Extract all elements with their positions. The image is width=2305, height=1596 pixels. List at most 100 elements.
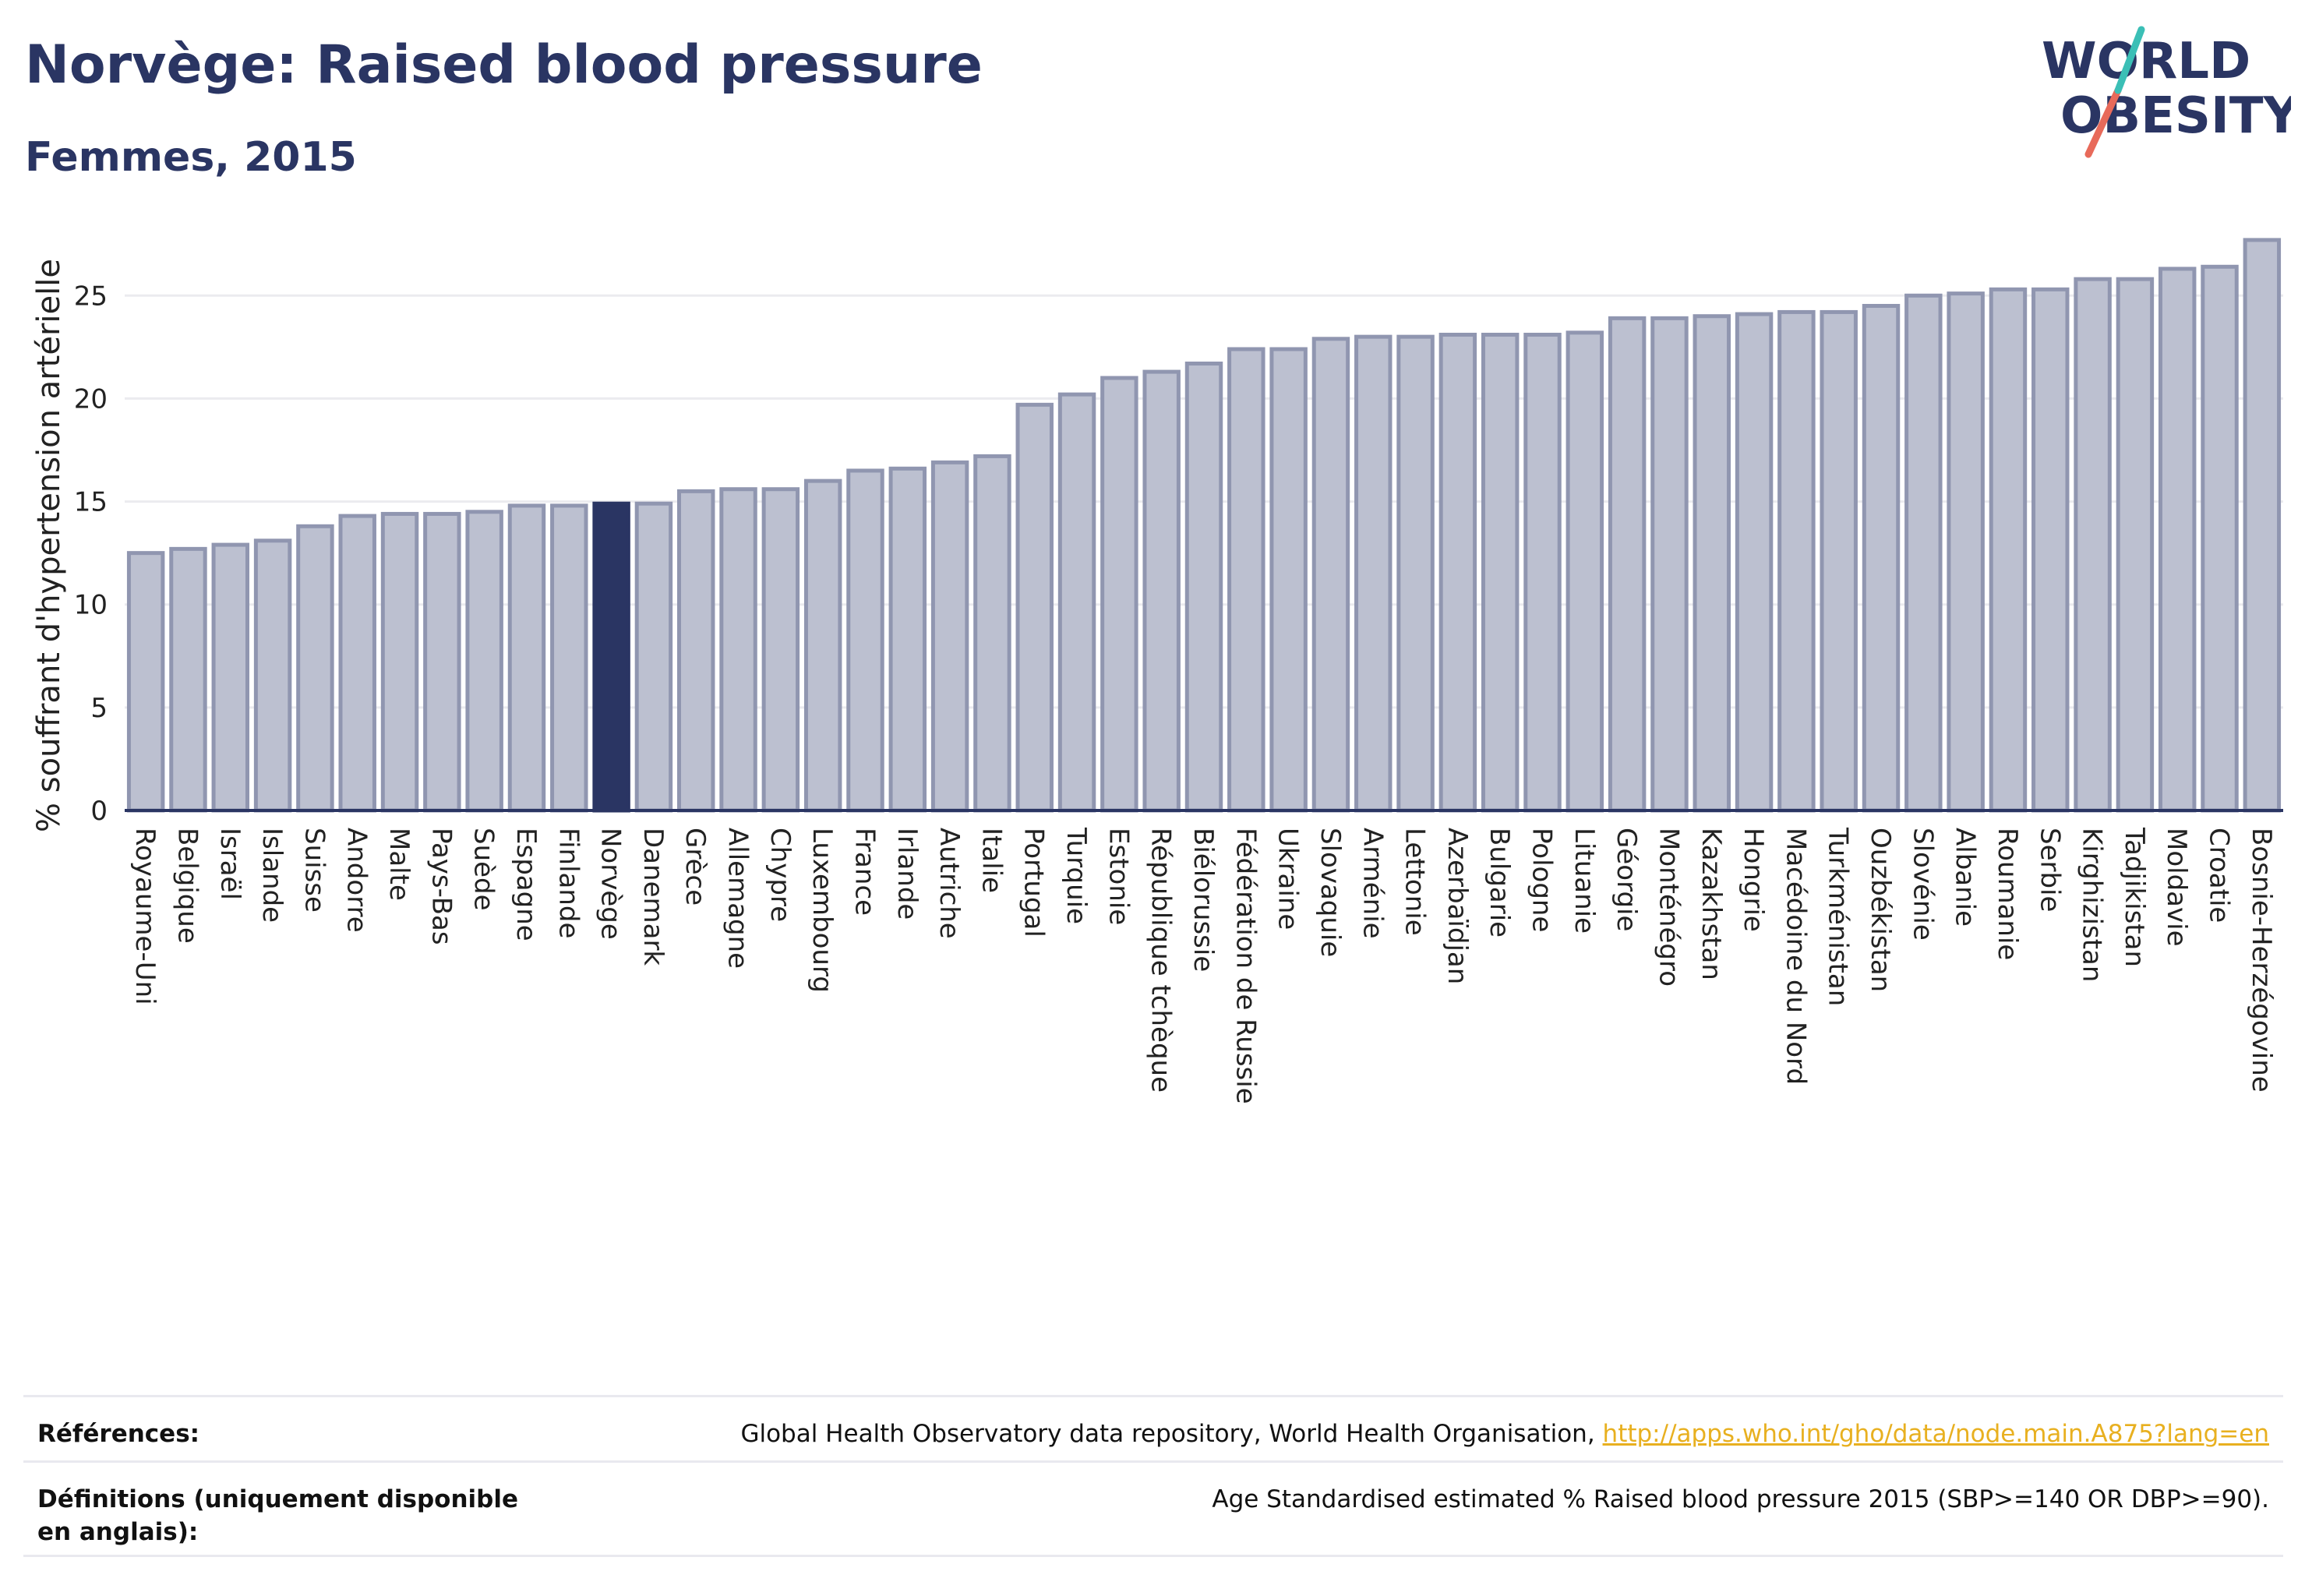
bar — [1565, 330, 1604, 813]
x-tick-label: Finlande — [552, 828, 584, 938]
bar — [1608, 316, 1647, 813]
bar — [1142, 369, 1181, 813]
bar — [1481, 333, 1520, 813]
bar — [465, 510, 503, 813]
x-tick-label: Monténégro — [1653, 828, 1684, 987]
x-tick-label: Portugal — [1018, 828, 1050, 937]
y-tick-label: 15 — [74, 487, 108, 518]
definitions-value: Age Standardised estimated % Raised bloo… — [1212, 1485, 2269, 1513]
bar — [2201, 264, 2239, 813]
bar — [677, 489, 715, 813]
x-tick-label: Macédoine du Nord — [1780, 828, 1811, 1085]
x-tick-label: Grèce — [679, 828, 711, 906]
x-tick-label: Arménie — [1357, 828, 1388, 939]
x-tick-label: Allemagne — [722, 828, 754, 969]
x-tick-label: Fédération de Russie — [1230, 828, 1261, 1104]
x-tick-label: Croatie — [2204, 828, 2235, 923]
bar — [1862, 304, 1901, 813]
x-tick-label: Tadjikistan — [2119, 827, 2150, 967]
bar — [211, 542, 250, 813]
bar — [550, 503, 588, 813]
references-label: Références: — [37, 1420, 200, 1448]
y-tick-label: 20 — [74, 383, 108, 415]
x-tick-label: Ukraine — [1273, 828, 1304, 930]
x-tick-label: Lettonie — [1400, 828, 1431, 936]
bar — [1015, 402, 1054, 813]
x-tick-label: Hongrie — [1738, 828, 1769, 932]
bar — [1269, 347, 1308, 813]
bar — [1057, 392, 1096, 813]
bar — [1777, 309, 1816, 813]
x-tick-label: Azerbaïdjan — [1442, 828, 1473, 984]
bar-chart: 0 5 10 15 20 25% souffrant d'hypertension art… — [31, 238, 2283, 1104]
bar — [888, 466, 927, 813]
bar — [2243, 238, 2282, 813]
y-tick-label: 10 — [74, 590, 108, 621]
bar — [338, 514, 376, 813]
bar — [973, 454, 1011, 813]
x-tick-label: Albanie — [1950, 828, 1981, 927]
x-tick-label: Italie — [976, 828, 1007, 893]
x-tick-label: Biélorussie — [1188, 828, 1219, 972]
references-value: Global Health Observatory data repositor… — [740, 1418, 2269, 1450]
bar — [2031, 287, 2070, 813]
x-tick-label: Espagne — [510, 828, 542, 941]
bar — [423, 511, 461, 813]
y-tick-label: 0 — [90, 796, 108, 827]
x-tick-label: Pays-Bas — [425, 828, 457, 945]
x-tick-label: Serbie — [2034, 828, 2065, 912]
logo-line-1: WORLD — [2042, 33, 2250, 90]
x-tick-label: Israël — [214, 828, 245, 900]
bar — [592, 501, 630, 813]
bar — [1523, 333, 1562, 813]
x-tick-label: Moldavie — [2161, 828, 2192, 947]
bar — [1650, 316, 1689, 813]
x-tick-label: Chypre — [764, 828, 796, 922]
y-axis-label: % souffrant d'hypertension artérielle — [31, 259, 67, 832]
bar — [1100, 376, 1138, 813]
x-tick-label: Luxembourg — [807, 828, 838, 993]
world-obesity-logo: WORLD OBESITY — [2042, 26, 2291, 158]
x-tick-label: Turquie — [1061, 827, 1092, 924]
x-tick-label: France — [849, 828, 880, 916]
references-source-link[interactable]: http://apps.who.int/gho/data/node.main.A… — [1602, 1420, 2269, 1448]
x-tick-label: Autriche — [934, 828, 965, 939]
bar — [169, 546, 207, 813]
logo-slash-teal — [2114, 26, 2145, 94]
references-table: Références: Global Health Observatory da… — [23, 1395, 2283, 1557]
bar — [1354, 334, 1393, 813]
x-tick-label: Pologne — [1527, 828, 1558, 932]
bar — [1184, 362, 1223, 813]
bar — [507, 503, 546, 813]
bar — [1693, 314, 1731, 813]
x-tick-label: Roumanie — [1992, 828, 2023, 960]
x-tick-label: Slovaquie — [1315, 828, 1346, 957]
bar — [296, 524, 334, 813]
x-tick-label: Suède — [468, 828, 499, 911]
page-subtitle: Femmes, 2015 — [25, 134, 357, 181]
x-tick-label: Estonie — [1103, 828, 1134, 925]
bar — [1989, 287, 2028, 813]
bar — [1227, 347, 1265, 813]
bar — [1438, 333, 1477, 813]
bar — [803, 478, 842, 813]
bar — [930, 460, 969, 813]
x-tick-label: Ouzbékistan — [1865, 828, 1896, 992]
bar — [1396, 334, 1435, 813]
x-tick-label: Royaume-Uni — [129, 828, 161, 1005]
x-tick-label: Kazakhstan — [1696, 828, 1727, 980]
bar — [2074, 277, 2112, 813]
bar — [634, 501, 673, 813]
x-tick-label: République tchèque — [1145, 828, 1177, 1093]
x-tick-label: Bosnie-Herzégovine — [2246, 828, 2277, 1093]
x-tick-label: Belgique — [171, 828, 203, 944]
bar — [2158, 267, 2197, 813]
bar — [1735, 312, 1774, 813]
x-tick-label: Norvège — [595, 828, 627, 940]
bar — [1820, 309, 1858, 813]
bar — [380, 511, 419, 813]
x-tick-label: Irlande — [891, 828, 923, 920]
references-row: Références: Global Health Observatory da… — [23, 1395, 2283, 1460]
y-tick-label: 5 — [90, 693, 108, 724]
bar — [719, 487, 757, 813]
